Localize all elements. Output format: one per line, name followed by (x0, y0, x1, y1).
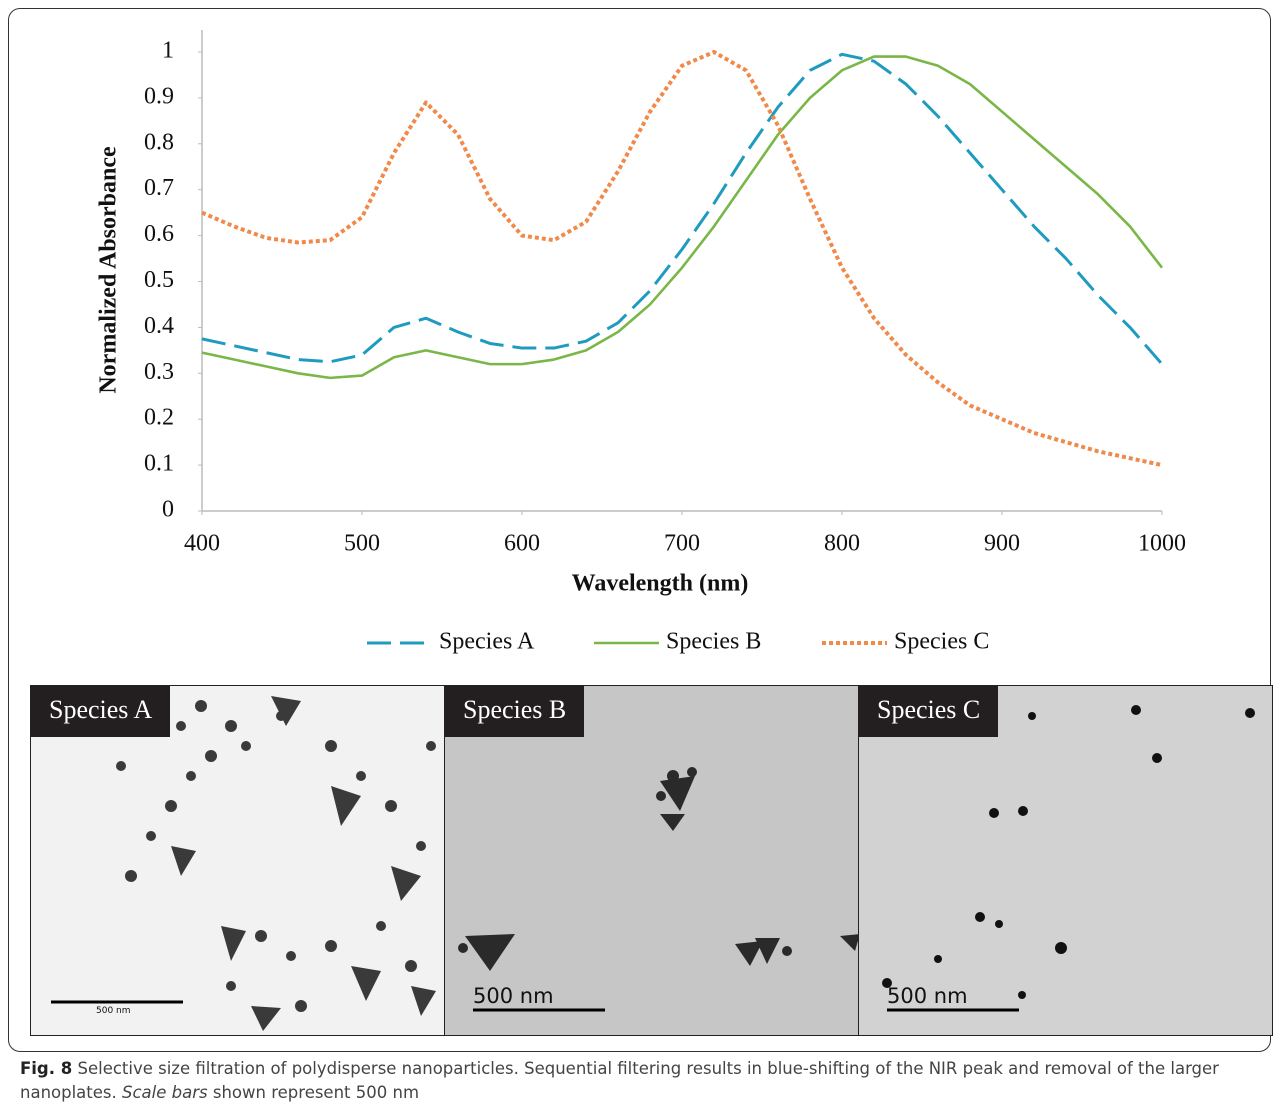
x-tick-label: 900 (984, 531, 1020, 557)
x-tick-label: 600 (504, 531, 540, 557)
legend-label: Species A (439, 629, 535, 655)
caption-emphasis: Scale bars (122, 1083, 208, 1102)
tem-panel-a: Species A 500 nm (30, 685, 445, 1036)
data-line (201, 52, 1164, 366)
y-tick-label: 0.1 (144, 451, 174, 477)
tem-image (882, 705, 1255, 1012)
caption-label: Fig. 8 (20, 1059, 73, 1078)
y-axis-title: Normalized Absorbance (96, 146, 122, 394)
y-tick-label: 0.5 (144, 267, 174, 293)
x-tick-label: 1000 (1138, 531, 1186, 557)
panel-label: Species A (31, 686, 171, 737)
x-tick-label: 700 (664, 531, 700, 557)
y-tick-label: 0.4 (144, 313, 174, 339)
tem-panel-b: Species B 500 nm (444, 685, 859, 1036)
tem-panel-c: Species C 500 nm (858, 685, 1273, 1036)
chart: Wavelength (nm) Normalized Absorbance 0 0… (96, 30, 1186, 655)
y-tick-label: 0.2 (144, 405, 174, 431)
y-tick-label: 1 (162, 38, 174, 64)
x-axis-title: Wavelength (nm) (572, 571, 749, 597)
y-tick-label: 0.8 (144, 129, 174, 155)
panel-label: Species B (445, 686, 585, 737)
scale-bar-label: 500 nm (887, 984, 968, 1008)
x-tick-label: 800 (824, 531, 860, 557)
y-tick-label: 0.6 (144, 221, 174, 247)
x-tick-label: 400 (184, 531, 220, 557)
tem-image (458, 767, 858, 1012)
data-line (201, 55, 1164, 380)
data-line (201, 50, 1163, 468)
y-tick-label: 0 (162, 497, 174, 523)
figure-frame (8, 8, 1271, 1052)
caption-text: Selective size filtration of polydispers… (20, 1059, 1219, 1102)
scale-bar-label: 500 nm (96, 1006, 131, 1016)
tem-image (51, 696, 436, 1031)
legend-label: Species B (666, 629, 761, 655)
x-tick-label: 500 (344, 531, 380, 557)
y-tick-label: 0.7 (144, 175, 174, 201)
y-tick-label: 0.9 (144, 83, 174, 109)
legend-label: Species C (894, 629, 989, 655)
caption: Fig. 8 Selective size filtration of poly… (20, 1057, 1265, 1105)
panel-label: Species C (859, 686, 999, 737)
y-tick-label: 0.3 (144, 359, 174, 385)
scale-bar-label: 500 nm (473, 984, 554, 1008)
caption-text: shown represent 500 nm (212, 1083, 420, 1102)
